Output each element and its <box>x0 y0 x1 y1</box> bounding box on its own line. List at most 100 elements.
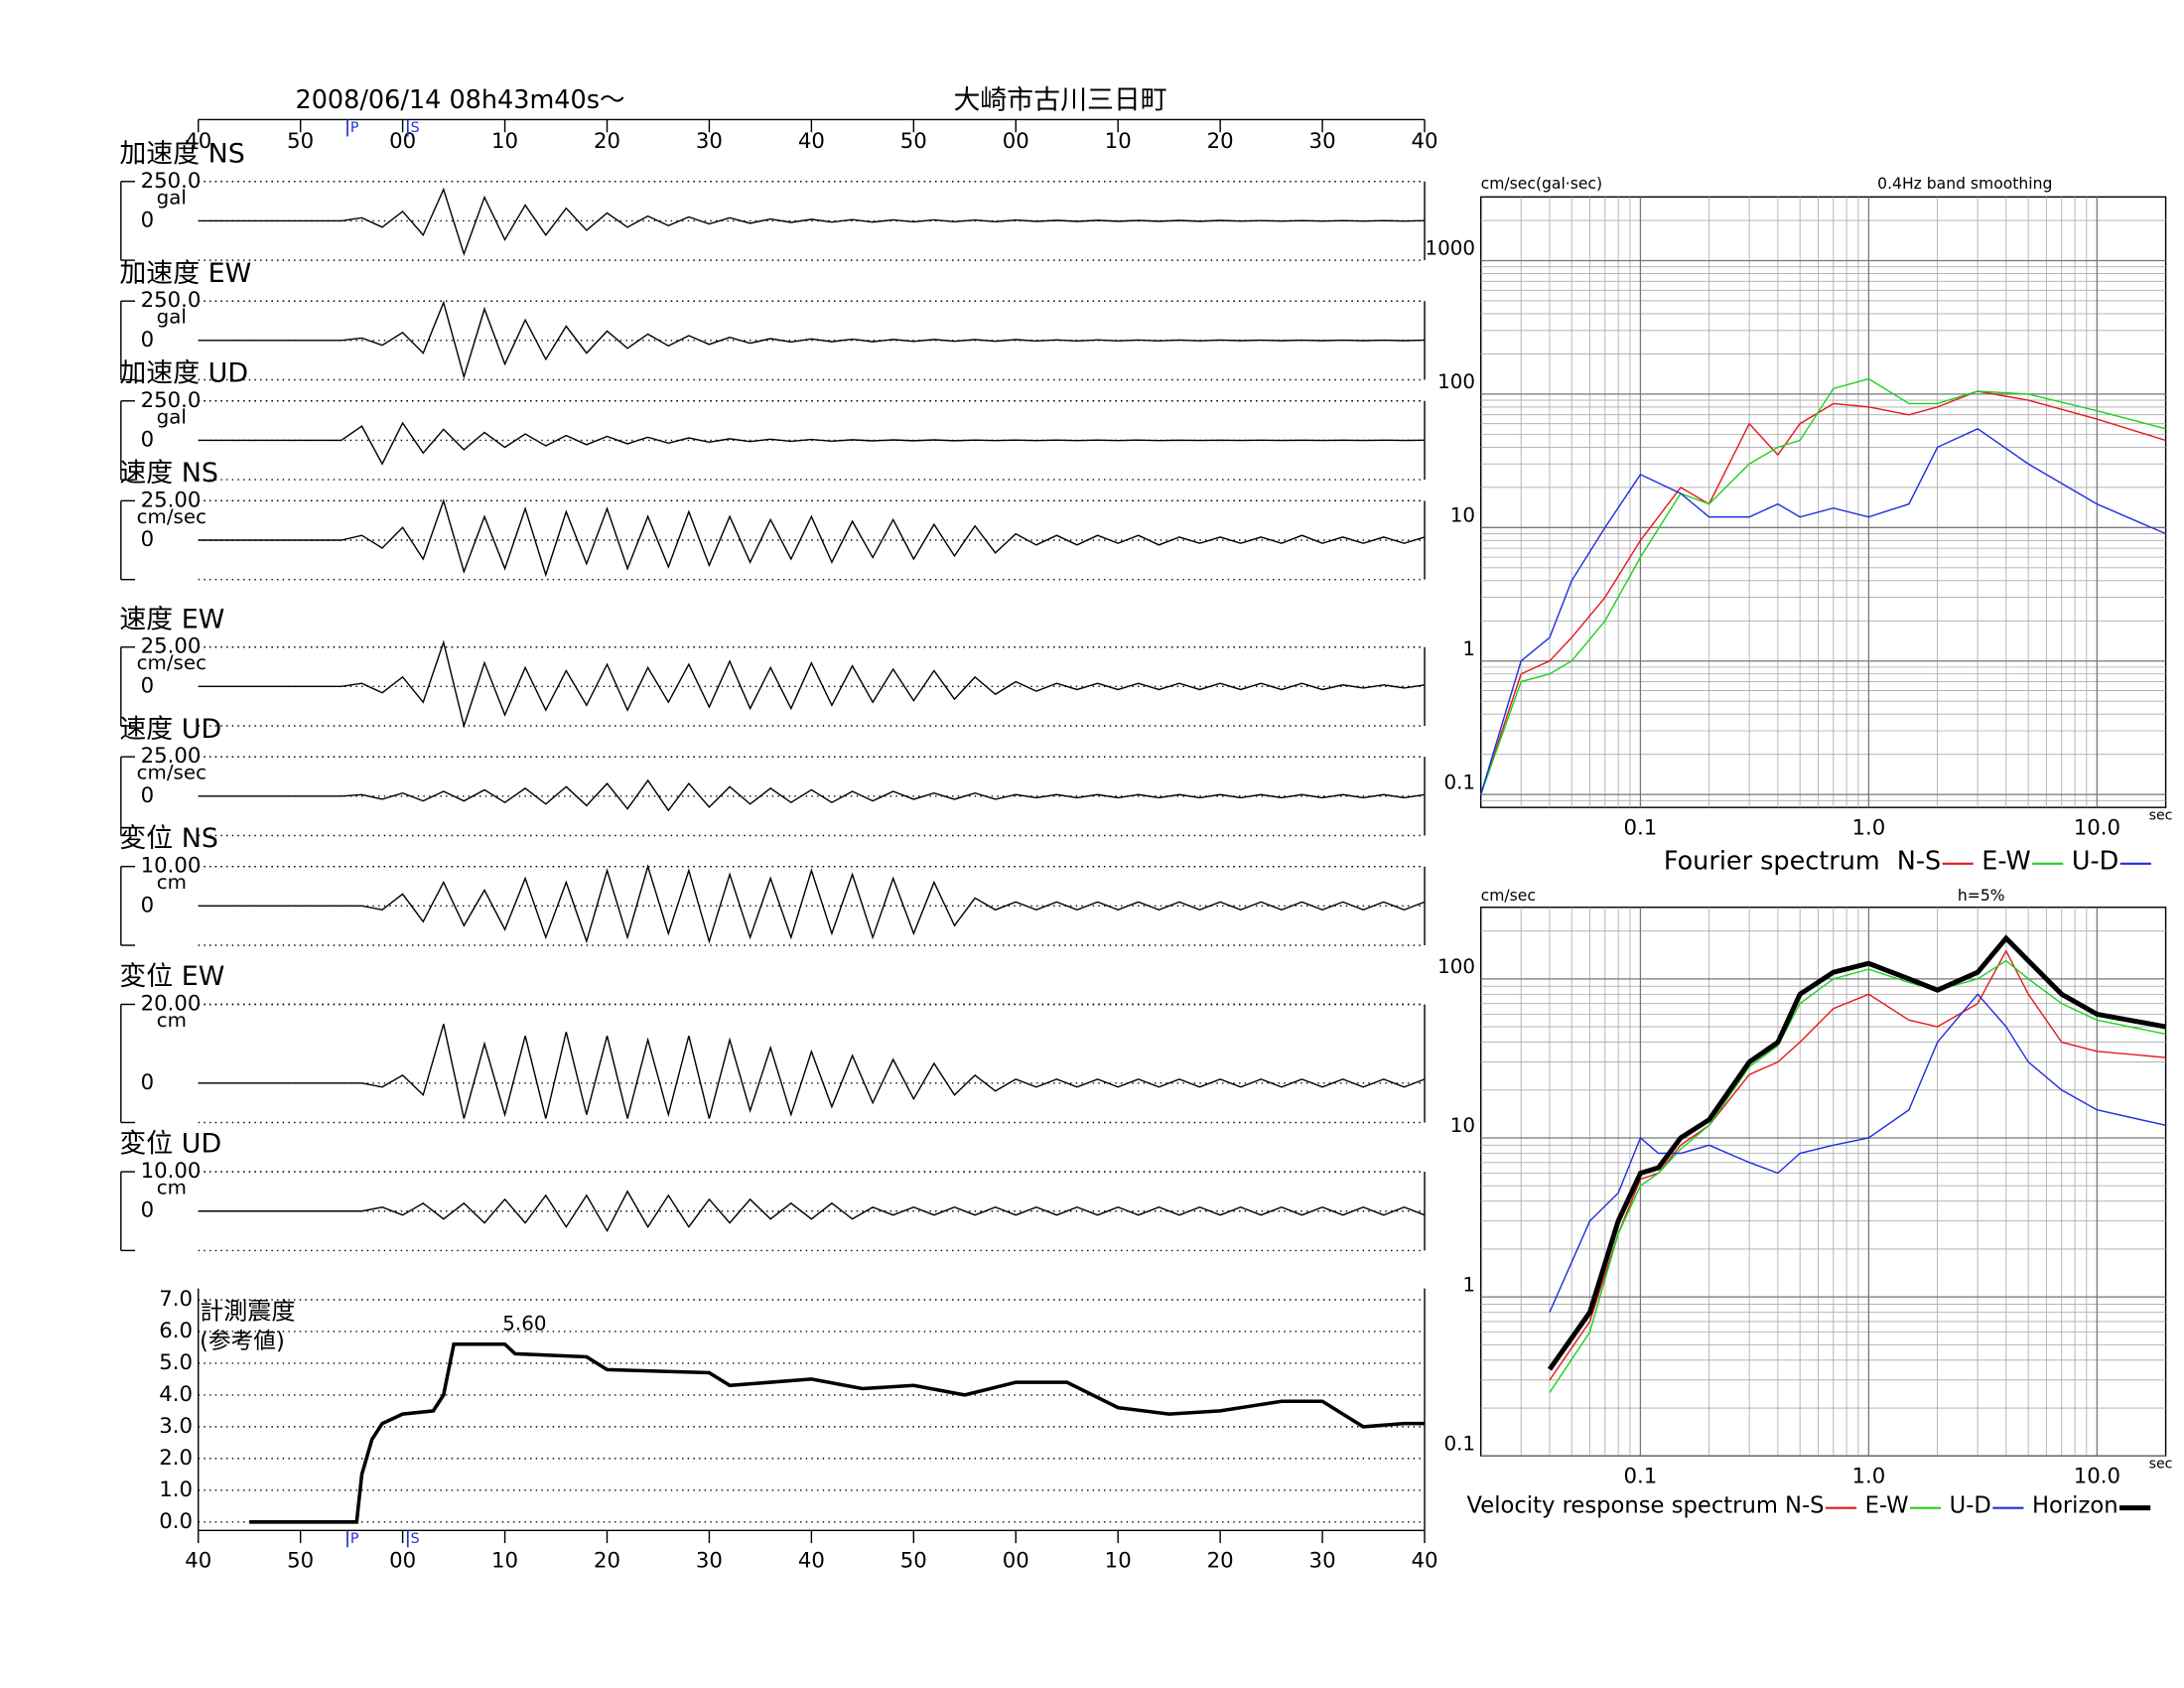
legend-label: U-D <box>2072 846 2118 876</box>
x-tick-label: 50 <box>900 129 927 154</box>
x-tick-label: 40 <box>185 1548 211 1573</box>
legend-label: U-D <box>1950 1493 1991 1519</box>
waveform <box>198 1024 1426 1119</box>
x-tick-label: 30 <box>1309 129 1336 154</box>
x-tick-label: 10 <box>1105 1548 1132 1573</box>
y-tick-label: 7.0 <box>159 1287 193 1312</box>
x-tick-label: 30 <box>1309 1548 1336 1573</box>
y-tick-label: 25.00 <box>141 744 202 769</box>
y-tick-label: 10 <box>1450 503 1475 526</box>
x-tick-label: 20 <box>1207 129 1234 154</box>
y-tick-label: 100 <box>1437 370 1475 393</box>
y-tick-label: 10.00 <box>141 854 202 879</box>
waveform <box>198 187 1426 256</box>
unit-label: cm <box>157 871 187 894</box>
note: h=5% <box>1958 887 2005 905</box>
x-tick-label: 0.1 <box>1624 815 1658 840</box>
spectrum-line <box>1549 993 2166 1313</box>
y-tick-label: 1.0 <box>159 1477 193 1502</box>
panel-label: 速度 UD <box>119 714 221 745</box>
plot-frame <box>1479 907 2167 1457</box>
plot-frame <box>1479 196 2167 808</box>
y-tick-label: 0 <box>141 208 155 232</box>
panel-label: 加速度 UD <box>119 357 248 388</box>
spectrum-line <box>1549 949 2166 1381</box>
panel-label: 変位 EW <box>119 961 224 992</box>
legend-label: E-W <box>1865 1493 1909 1519</box>
panel-label: 加速度 EW <box>119 258 251 289</box>
spectrum-line <box>1480 377 2166 795</box>
x-tick-label: 00 <box>1003 1548 1029 1573</box>
legend-title: Fourier spectrum <box>1664 846 1880 876</box>
y-tick-label: 250.0 <box>141 288 202 313</box>
waveform <box>198 1190 1426 1233</box>
unit-label: gal <box>157 186 187 209</box>
y-tick-label: 0 <box>141 1070 155 1095</box>
phase-label: S <box>411 120 420 136</box>
y-tick-label: 20.00 <box>141 991 202 1016</box>
intensity-line <box>249 1341 1426 1524</box>
x-tick-label: 40 <box>1412 129 1438 154</box>
station-name: 大崎市古川三日町 <box>953 85 1166 116</box>
x-tick-label: 0.1 <box>1624 1464 1658 1488</box>
y-tick-label: 0 <box>141 673 155 698</box>
x-tick-label: 1.0 <box>1852 815 1886 840</box>
waveform <box>198 300 1426 379</box>
spectrum-line <box>1549 959 2166 1393</box>
legend-label: N-S <box>1785 1493 1825 1519</box>
y-axis-label: cm/sec(gal·sec) <box>1481 175 1602 193</box>
x-tick-label: 50 <box>287 1548 314 1573</box>
phase-label: S <box>411 1531 420 1547</box>
y-tick-label: 3.0 <box>159 1414 193 1439</box>
y-tick-label: 100 <box>1437 955 1475 978</box>
y-tick-label: 25.00 <box>141 488 202 512</box>
x-tick-label: 20 <box>594 129 620 154</box>
legend-label: E-W <box>1981 846 2030 876</box>
x-tick-label: 10 <box>491 1548 518 1573</box>
x-tick-label: 30 <box>696 1548 723 1573</box>
unit-label: cm/sec <box>137 762 206 784</box>
y-tick-label: 0.1 <box>1443 771 1475 793</box>
y-tick-label: 0.0 <box>159 1509 193 1534</box>
y-tick-label: 10.00 <box>141 1159 202 1184</box>
x-tick-label: 00 <box>1003 129 1029 154</box>
y-tick-label: 6.0 <box>159 1319 193 1343</box>
note: 0.4Hz band smoothing <box>1877 175 2052 193</box>
y-tick-label: 0.1 <box>1443 1432 1475 1455</box>
y-tick-label: 0 <box>141 783 155 808</box>
x-tick-label: 50 <box>287 129 314 154</box>
panel-label: 速度 NS <box>119 458 218 489</box>
y-tick-label: 250.0 <box>141 388 202 413</box>
y-tick-label: 4.0 <box>159 1382 193 1407</box>
y-tick-label: 250.0 <box>141 169 202 194</box>
x-tick-label: 00 <box>389 129 416 154</box>
annotation: 5.60 <box>502 1312 546 1335</box>
legend-title: Velocity response spectrum <box>1467 1493 1778 1519</box>
unit-label: cm/sec <box>137 505 206 528</box>
unit-label: gal <box>157 405 187 428</box>
y-tick-label: 2.0 <box>159 1446 193 1471</box>
spectrum-line <box>1547 934 2167 1371</box>
phase-label: P <box>350 120 359 136</box>
y-tick-label: 0 <box>141 527 155 552</box>
x-tick-label: 00 <box>389 1548 416 1573</box>
x-tick-label: 10.0 <box>2074 1464 2120 1488</box>
y-tick-label: 0 <box>141 427 155 452</box>
unit-label: cm/sec <box>137 651 206 674</box>
y-tick-label: 10 <box>1450 1114 1475 1137</box>
y-tick-label: 1 <box>1462 637 1475 660</box>
panel-label: 加速度 NS <box>119 138 244 169</box>
x-tick-label: 30 <box>696 129 723 154</box>
unit-label: gal <box>157 306 187 329</box>
x-axis-label: sec <box>2149 808 2173 824</box>
legend-label: N-S <box>1897 846 1941 876</box>
waveform <box>198 421 1426 466</box>
x-tick-label: 40 <box>798 129 825 154</box>
chart-title: 2008/06/14 08h43m40s〜 <box>295 85 624 115</box>
waveform <box>198 498 1426 578</box>
panel-label: 速度 EW <box>119 604 224 634</box>
y-tick-label: 25.00 <box>141 634 202 659</box>
y-tick-label: 5.0 <box>159 1350 193 1375</box>
x-tick-label: 10 <box>1105 129 1132 154</box>
waveform <box>198 778 1426 812</box>
